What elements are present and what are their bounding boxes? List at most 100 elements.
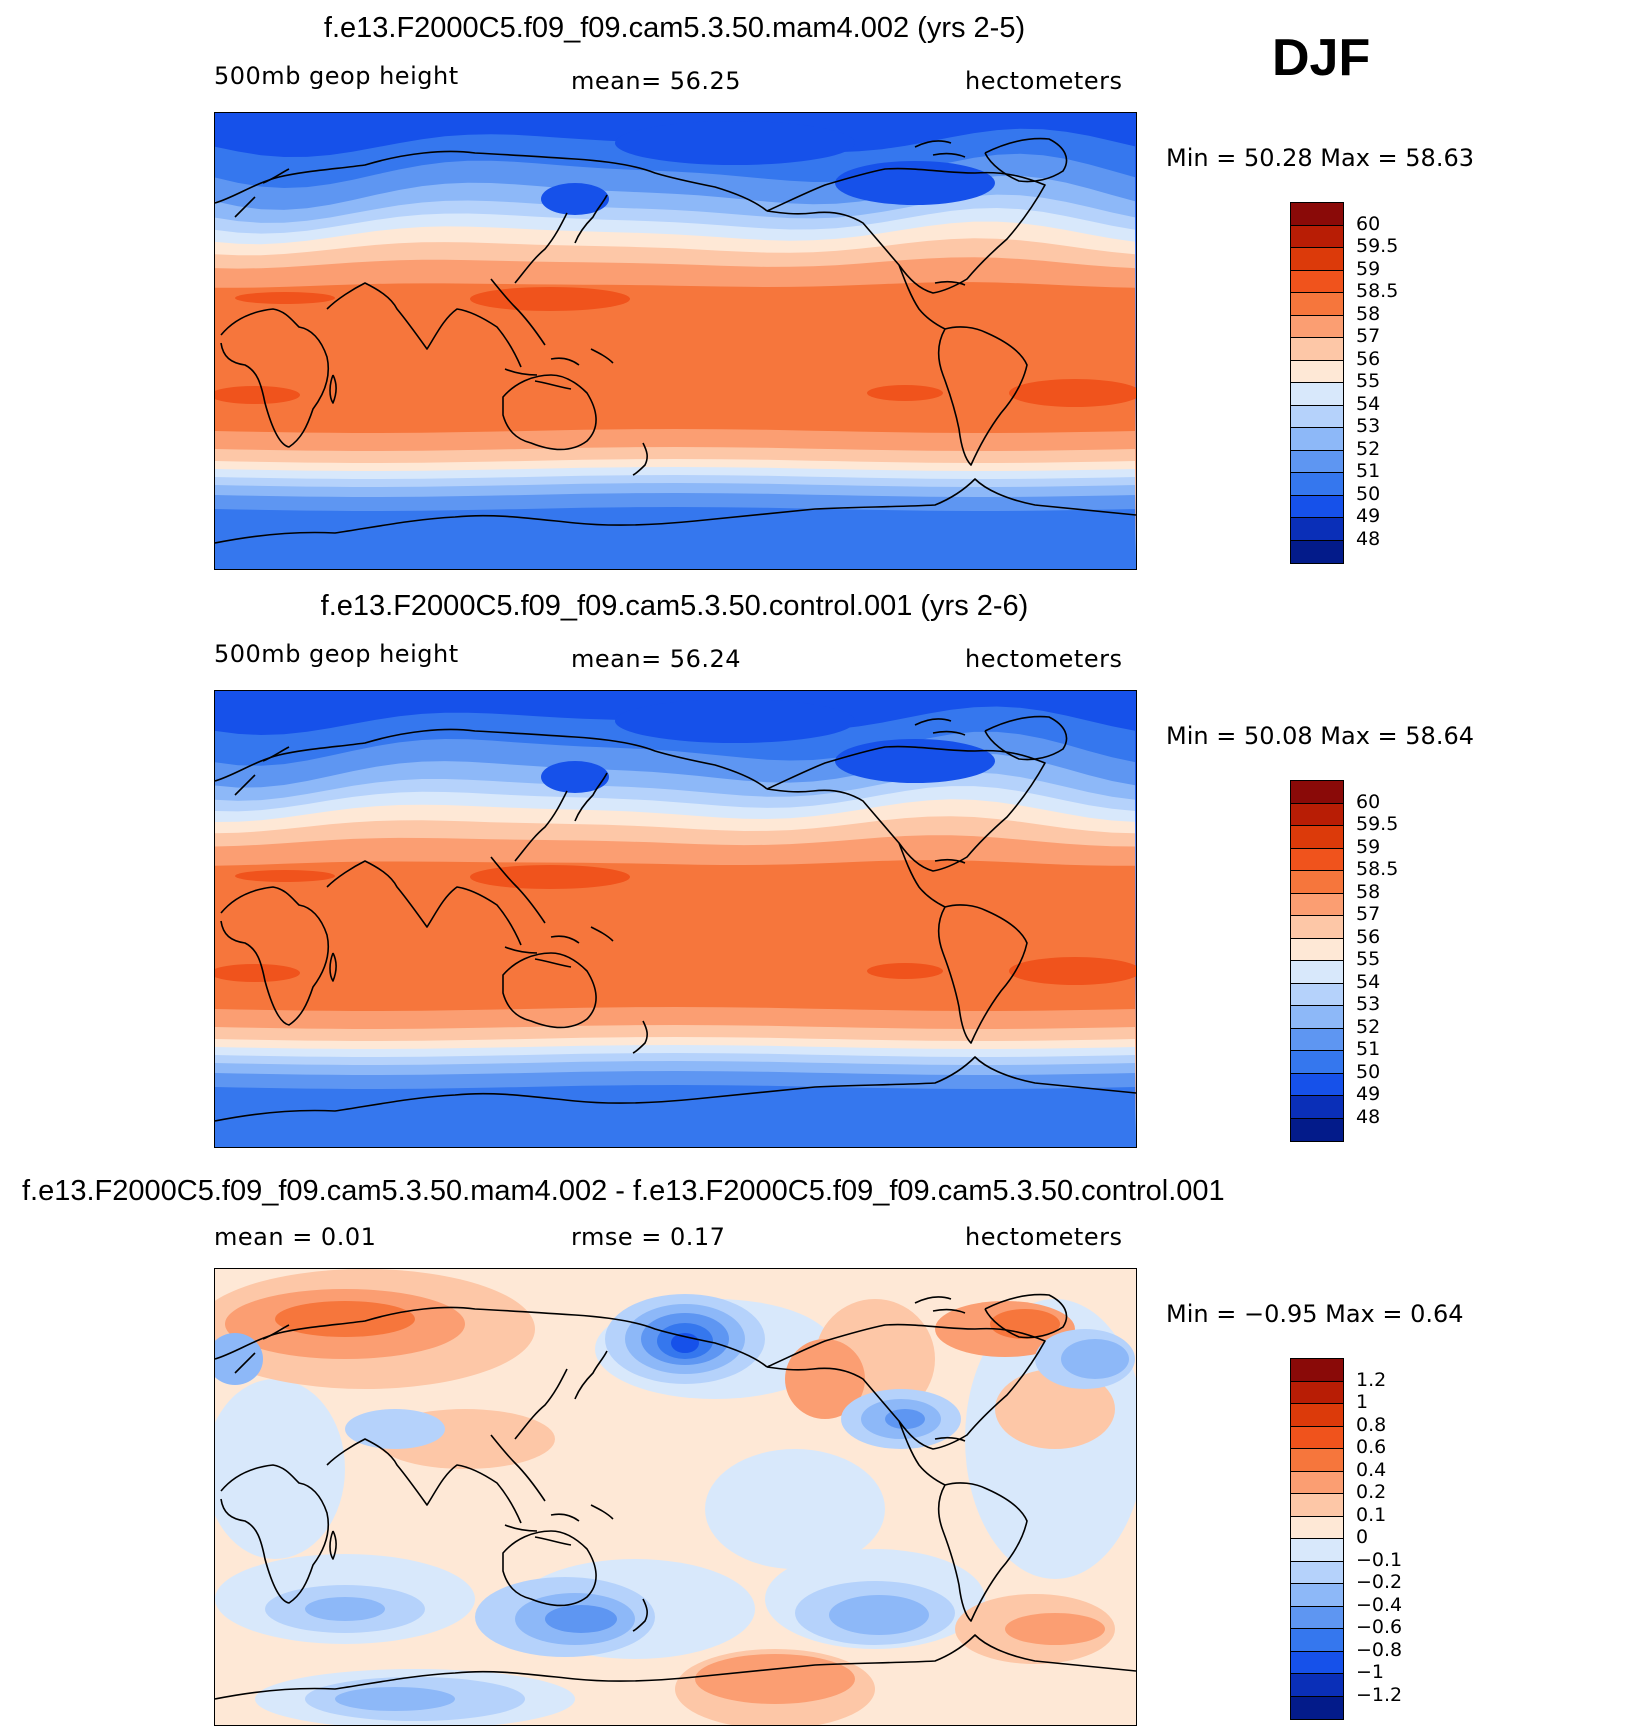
colorbar-swatch bbox=[1291, 518, 1343, 541]
colorbar-swatch bbox=[1291, 961, 1343, 984]
colorbar-swatch bbox=[1291, 1494, 1343, 1517]
coastline-path bbox=[326, 282, 522, 368]
colorbar-swatch bbox=[1291, 1426, 1343, 1449]
colorbar-swatch bbox=[1291, 428, 1343, 451]
colorbar-swatch bbox=[1291, 315, 1343, 338]
difference-contours bbox=[215, 1269, 1136, 1725]
anomaly-contour bbox=[705, 1449, 885, 1569]
colorbar-tick-label: 59.5 bbox=[1356, 235, 1399, 257]
colorbar-tick-label: 56 bbox=[1356, 925, 1381, 948]
colorbar-swatch bbox=[1291, 540, 1343, 563]
coastline-path bbox=[574, 194, 608, 244]
colorbar-swatch bbox=[1291, 338, 1343, 361]
anomaly-contour bbox=[785, 1339, 865, 1419]
high-pressure-cell bbox=[470, 287, 630, 311]
colorbar-tick-label: 51 bbox=[1356, 460, 1381, 482]
coastline-path bbox=[934, 280, 966, 286]
colorbar-tick-label: 53 bbox=[1356, 415, 1381, 437]
low-pressure-cell bbox=[835, 739, 995, 783]
anomaly-contour bbox=[695, 1654, 855, 1704]
colorbar-swatch bbox=[1291, 1118, 1343, 1141]
contour-band bbox=[215, 1085, 1136, 1147]
colorbar-swatch bbox=[1291, 270, 1343, 293]
colorbar-tick-label: 48 bbox=[1356, 527, 1381, 550]
panel-3-colorbar bbox=[1290, 1358, 1344, 1720]
colorbar-swatch bbox=[1291, 1696, 1343, 1719]
colorbar-swatch bbox=[1291, 938, 1343, 961]
panel-3-contour-map bbox=[215, 1269, 1136, 1725]
coastline-path bbox=[766, 1323, 1046, 1450]
high-pressure-cell bbox=[470, 865, 630, 889]
panel-3-title: f.e13.F2000C5.f09_f09.cam5.3.50.mam4.002… bbox=[22, 1175, 1225, 1207]
coastline-path bbox=[514, 790, 568, 862]
anomaly-contour bbox=[215, 1379, 345, 1559]
coastline-path bbox=[937, 1482, 1028, 1622]
colorbar-swatch bbox=[1291, 225, 1343, 248]
colorbar-swatch bbox=[1291, 916, 1343, 939]
coastline-path bbox=[914, 718, 966, 736]
coastline-path bbox=[514, 1368, 568, 1440]
colorbar-swatch bbox=[1291, 893, 1343, 916]
colorbar-tick-label: 56 bbox=[1356, 347, 1381, 370]
coastline-path bbox=[220, 1464, 329, 1604]
colorbar-swatch bbox=[1291, 248, 1343, 271]
colorbar-tick-label: −0.2 bbox=[1356, 1571, 1403, 1593]
colorbar-swatch bbox=[1291, 1073, 1343, 1096]
high-pressure-cell bbox=[215, 964, 300, 982]
coastline-path bbox=[984, 137, 1068, 183]
colorbar-tick-label: −0.4 bbox=[1356, 1593, 1403, 1616]
colorbar-swatch bbox=[1291, 450, 1343, 473]
coastline-path bbox=[490, 278, 546, 346]
colorbar-swatch bbox=[1291, 1381, 1343, 1404]
colorbar-swatch bbox=[1291, 983, 1343, 1006]
colorbar-swatch bbox=[1291, 1629, 1343, 1652]
coastline-path bbox=[574, 772, 608, 822]
high-pressure-cell bbox=[867, 385, 943, 401]
colorbar-tick-label: 0.1 bbox=[1356, 1503, 1387, 1526]
colorbar-tick-label: 54 bbox=[1356, 392, 1381, 415]
colorbar-tick-label: 0.2 bbox=[1356, 1481, 1387, 1503]
colorbar-tick-label: 0.4 bbox=[1356, 1458, 1387, 1481]
colorbar-tick-label: 50 bbox=[1356, 482, 1381, 505]
coastlines bbox=[215, 715, 1136, 1122]
coastline-path bbox=[898, 1420, 946, 1486]
high-pressure-cell bbox=[235, 870, 335, 882]
height-contours bbox=[215, 113, 1136, 569]
contour-band bbox=[215, 507, 1136, 569]
high-pressure-cell bbox=[1009, 957, 1136, 985]
colorbar-swatch bbox=[1291, 405, 1343, 428]
coastline-path bbox=[502, 374, 597, 451]
coastlines bbox=[215, 1293, 1136, 1700]
coastline-path bbox=[490, 1434, 546, 1502]
panel-1-min-max: Min = 50.28 Max = 58.63 bbox=[1166, 144, 1474, 172]
coastline-path bbox=[984, 715, 1068, 761]
colorbar-tick-label: 49 bbox=[1356, 1083, 1381, 1105]
colorbar-tick-label: 57 bbox=[1356, 903, 1381, 925]
colorbar-swatch bbox=[1291, 1471, 1343, 1494]
coastline-path bbox=[632, 442, 648, 476]
colorbar-swatch bbox=[1291, 1028, 1343, 1051]
coastline-path bbox=[234, 1324, 290, 1374]
colorbar-swatch bbox=[1291, 473, 1343, 496]
season-label: DJF bbox=[1272, 29, 1371, 87]
coastline-path bbox=[984, 1293, 1068, 1339]
colorbar-tick-label: 1.2 bbox=[1356, 1368, 1387, 1391]
coastline-path bbox=[937, 904, 1028, 1044]
panel-3-mean: mean = 0.01 bbox=[214, 1223, 377, 1251]
colorbar-tick-label: 58 bbox=[1356, 302, 1381, 325]
coastline-path bbox=[766, 167, 1046, 294]
coastline-path bbox=[937, 326, 1028, 466]
low-pressure-cell bbox=[541, 183, 609, 215]
panel-2-units: hectometers bbox=[965, 645, 1123, 673]
colorbar-tick-label: 58 bbox=[1356, 880, 1381, 903]
coastline-path bbox=[504, 926, 614, 968]
coastline-path bbox=[574, 1350, 608, 1400]
low-pressure-cell bbox=[615, 121, 855, 165]
coastline-path bbox=[234, 168, 290, 218]
colorbar-tick-label: 49 bbox=[1356, 505, 1381, 527]
colorbar-swatch bbox=[1291, 803, 1343, 826]
colorbar-tick-label: 52 bbox=[1356, 437, 1381, 460]
coastline-path bbox=[234, 746, 290, 796]
coastline-path bbox=[326, 1438, 522, 1524]
panel-1-colorbar bbox=[1290, 202, 1344, 564]
